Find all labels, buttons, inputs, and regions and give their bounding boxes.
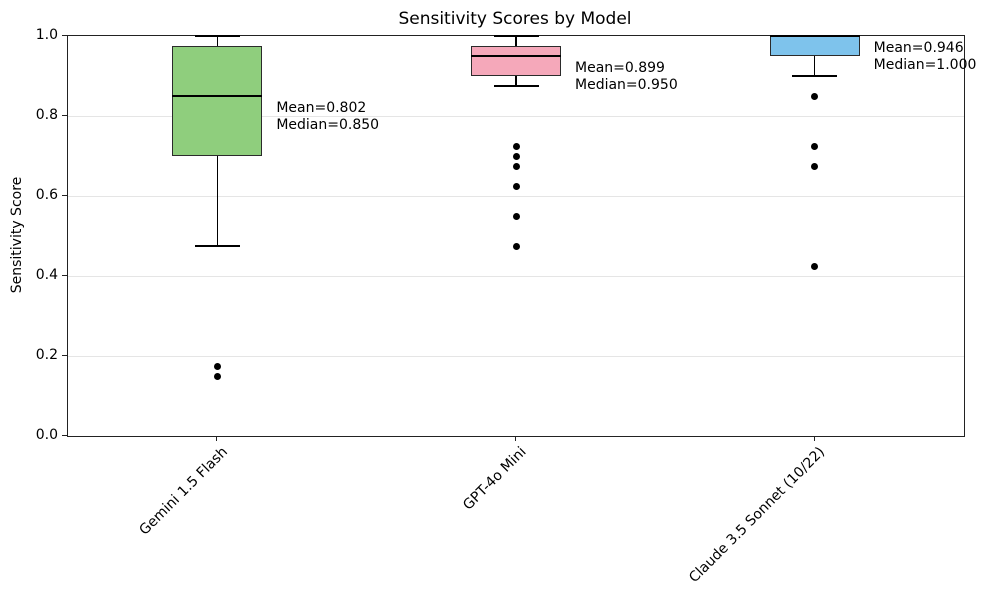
- lower-whisker-cap: [493, 85, 539, 87]
- y-tick-mark: [62, 35, 67, 36]
- plot-area: [67, 35, 965, 437]
- annotation-line: Mean=0.899: [575, 60, 665, 76]
- outlier-dot: [512, 212, 520, 220]
- annotation-line: Mean=0.946: [873, 40, 964, 56]
- x-tick-mark: [515, 436, 516, 441]
- annotation-line: Median=0.950: [575, 77, 678, 93]
- outlier-dot: [213, 372, 221, 380]
- chart-title: Sensitivity Scores by Model: [398, 9, 632, 29]
- stats-annotation-gemini-1-5-flash: Mean=0.802 Median=0.850: [276, 100, 379, 134]
- outlier-dot: [811, 92, 819, 100]
- outlier-dot: [512, 142, 520, 150]
- y-tick-label: 1.0: [35, 27, 58, 43]
- lower-whisker-line: [216, 156, 219, 246]
- gridline: [68, 275, 964, 277]
- lower-whisker-cap: [194, 245, 240, 247]
- box-claude-3-5-sonnet-10-22: [769, 36, 860, 56]
- median-line: [769, 35, 860, 37]
- stats-annotation-claude-3-5-sonnet-10-22: Mean=0.946 Median=1.000: [874, 40, 977, 74]
- y-tick-mark: [62, 435, 67, 436]
- outlier-dot: [512, 162, 520, 170]
- gridline: [68, 355, 964, 357]
- y-tick-label: 0.8: [35, 107, 58, 123]
- outlier-dot: [811, 262, 819, 270]
- y-tick-label: 0.0: [35, 427, 58, 443]
- annotation-line: Median=0.850: [276, 117, 380, 133]
- y-tick-mark: [62, 195, 67, 196]
- gridline: [68, 115, 964, 117]
- y-tick-label: 0.2: [35, 347, 58, 363]
- y-tick-mark: [62, 275, 67, 276]
- box-gemini-1-5-flash: [172, 46, 263, 156]
- outlier-dot: [811, 142, 819, 150]
- y-tick-mark: [62, 355, 67, 356]
- median-line: [172, 95, 263, 97]
- upper-whisker-line: [216, 36, 219, 46]
- x-tick-label-text: Gemini 1.5 Flash: [136, 444, 231, 539]
- y-tick-mark: [62, 115, 67, 116]
- outlier-dot: [512, 182, 520, 190]
- y-tick-label: 0.6: [35, 187, 58, 203]
- upper-whisker-cap: [194, 35, 240, 37]
- box-gpt-4o-mini: [471, 46, 561, 76]
- upper-whisker-line: [515, 36, 517, 46]
- outlier-dot: [811, 162, 819, 170]
- upper-whisker-cap: [493, 35, 539, 37]
- annotation-line: Median=1.000: [873, 57, 977, 73]
- outlier-dot: [512, 152, 520, 160]
- stats-annotation-gpt-4o-mini: Mean=0.899 Median=0.950: [575, 60, 678, 94]
- annotation-line: Mean=0.802: [276, 100, 367, 116]
- gridline: [68, 195, 964, 197]
- outlier-dot: [213, 362, 221, 370]
- y-tick-label: 0.4: [35, 267, 58, 283]
- lower-whisker-line: [515, 76, 517, 86]
- lower-whisker-line: [813, 56, 816, 76]
- lower-whisker-cap: [792, 75, 838, 77]
- median-line: [471, 55, 561, 57]
- x-tick-label-text: GPT-4o Mini: [459, 444, 530, 514]
- x-tick-mark: [813, 436, 815, 441]
- x-tick-mark: [216, 436, 218, 441]
- x-tick-label-text: Claude 3.5 Sonnet (10/22): [685, 444, 828, 586]
- outlier-dot: [512, 242, 520, 250]
